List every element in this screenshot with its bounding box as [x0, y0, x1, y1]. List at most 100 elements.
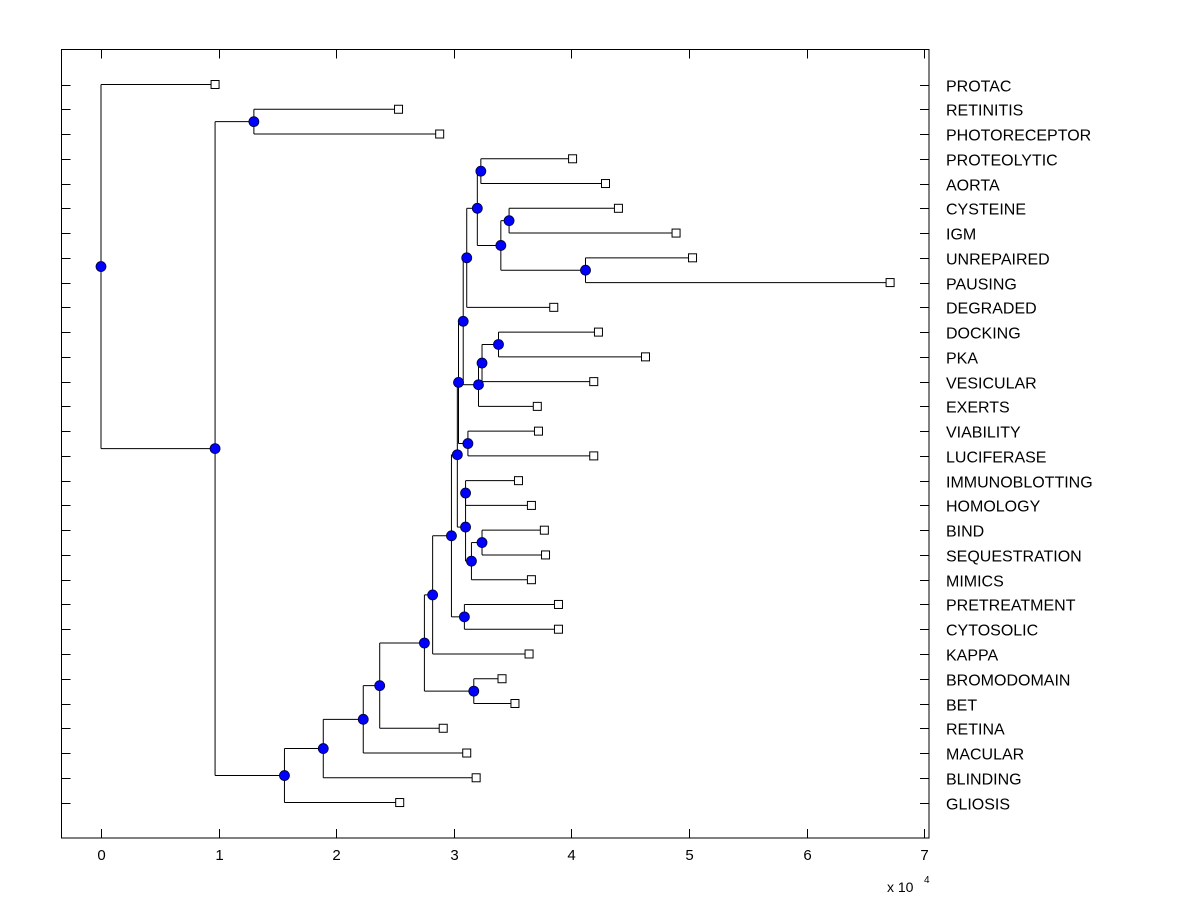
internal-node-marker	[475, 165, 487, 177]
internal-node-marker	[461, 252, 473, 264]
internal-node-marker	[209, 443, 221, 454]
leaf-label-photoreceptor: PHOTORECEPTOR	[946, 128, 1091, 145]
internal-node-marker	[493, 339, 504, 350]
internal-node-marker	[503, 215, 515, 227]
internal-node-marker	[458, 611, 470, 623]
internal-node-marker	[446, 530, 457, 542]
internal-node-marker	[460, 521, 471, 533]
x-multiplier-label: x 10	[887, 879, 914, 895]
leaf-label-pka: PKA	[946, 351, 978, 368]
leaf-marker-unrepaired	[688, 253, 698, 263]
leaf-marker-bromodomain	[497, 674, 507, 684]
leaf-label-kappa: KAPPA	[946, 648, 999, 665]
internal-node-marker	[473, 379, 484, 391]
leaf-marker-proteolytic	[568, 154, 578, 164]
x-tick-label: 4	[567, 847, 575, 864]
internal-node-marker	[476, 357, 488, 369]
leaf-label-immunoblotting: IMMUNOBLOTTING	[946, 475, 1093, 492]
leaf-marker-vesicular	[589, 377, 599, 387]
internal-node-marker	[248, 116, 260, 128]
leaf-marker-immunoblotting	[513, 476, 523, 486]
tick-layer	[61, 49, 929, 838]
leaf-label-protac: PROTAC	[946, 79, 1011, 96]
leaf-marker-pka	[640, 352, 650, 362]
leaf-label-docking: DOCKING	[946, 326, 1021, 343]
leaf-marker-viability	[533, 426, 543, 436]
leaf-label-gliosis: GLIOSIS	[946, 797, 1010, 814]
internal-node-marker	[476, 537, 488, 548]
internal-node-marker	[457, 315, 469, 327]
leaf-label-exerts: EXERTS	[946, 400, 1010, 417]
x-tick-label: 1	[215, 847, 223, 864]
leaf-marker-mimics	[526, 575, 536, 585]
leaf-label-bet: BET	[946, 698, 977, 715]
leaf-marker-protac	[210, 80, 220, 89]
leaf-label-viability: VIABILITY	[946, 425, 1021, 442]
internal-node-marker	[580, 264, 591, 276]
internal-node-marker	[460, 487, 471, 499]
leaf-label-luciferase: LUCIFERASE	[946, 450, 1046, 467]
leaf-label-retinitis: RETINITIS	[946, 103, 1023, 120]
internal-node-marker	[466, 555, 477, 567]
leaf-label-macular: MACULAR	[946, 747, 1024, 764]
leaf-marker-igm	[671, 228, 681, 238]
leaf-label-homology: HOMOLOGY	[946, 499, 1041, 516]
internal-node-marker	[357, 713, 369, 725]
leaf-marker-homology	[526, 500, 536, 510]
leaf-label-bind: BIND	[946, 524, 984, 541]
internal-node-marker	[279, 770, 290, 781]
axes-frame	[61, 49, 930, 839]
leaf-marker-retina	[438, 723, 448, 733]
leaf-label-mimics: MIMICS	[946, 574, 1004, 591]
leaf-marker-sequestration	[541, 550, 551, 560]
leaf-marker-retinitis	[394, 104, 404, 114]
leaf-label-vesicular: VESICULAR	[946, 376, 1037, 393]
leaf-marker-macular	[462, 748, 472, 758]
tree-layer	[95, 80, 895, 808]
internal-node-marker	[427, 589, 439, 601]
leaf-label-retina: RETINA	[946, 722, 1005, 739]
leaf-marker-docking	[593, 327, 603, 337]
node-markers	[95, 80, 895, 808]
leaf-marker-pausing	[885, 278, 895, 288]
leaf-marker-pretreatment	[553, 599, 563, 609]
leaf-marker-degraded	[549, 302, 559, 312]
internal-node-marker	[317, 743, 329, 754]
internal-node-marker	[95, 261, 107, 272]
internal-node-marker	[462, 438, 474, 449]
leaf-label-cytosolic: CYTOSOLIC	[946, 623, 1038, 640]
leaf-marker-luciferase	[589, 451, 599, 461]
leaf-label-unrepaired: UNREPAIRED	[946, 252, 1050, 269]
leaf-label-igm: IGM	[946, 227, 976, 244]
x-tick-labels: 0 1 2 3 4 5 6 7	[97, 847, 928, 864]
leaf-marker-exerts	[532, 401, 542, 411]
x-tick-label: 2	[332, 847, 340, 864]
internal-node-marker	[453, 376, 464, 388]
internal-node-marker	[468, 685, 480, 697]
leaf-label-bromodomain: BROMODOMAIN	[946, 673, 1070, 690]
x-tick-label: 5	[685, 847, 693, 864]
leaf-label-cysteine: CYSTEINE	[946, 202, 1026, 219]
leaf-label-proteolytic: PROTEOLYTIC	[946, 153, 1058, 170]
internal-node-marker	[374, 680, 386, 692]
x-tick-label: 3	[450, 847, 458, 864]
x-tick-label: 0	[97, 847, 105, 864]
leaf-marker-bind	[539, 525, 549, 535]
x-multiplier-exponent: 4	[924, 875, 930, 886]
leaf-marker-aorta	[601, 179, 611, 189]
leaf-marker-photoreceptor	[435, 129, 445, 139]
leaf-marker-cytosolic	[553, 624, 563, 634]
leaf-marker-cysteine	[613, 203, 623, 213]
leaf-labels: PROTAC RETINITIS PHOTORECEPTOR PROTEOLYTIC A…	[946, 79, 1093, 814]
leaf-marker-kappa	[524, 649, 534, 659]
internal-node-marker	[471, 202, 483, 214]
leaf-label-pretreatment: PRETREATMENT	[946, 598, 1076, 615]
leaf-marker-blinding	[471, 773, 481, 783]
leaf-marker-gliosis	[395, 798, 405, 808]
internal-node-marker	[418, 637, 430, 649]
leaf-label-blinding: BLINDING	[946, 772, 1022, 789]
x-tick-label: 6	[803, 847, 811, 864]
leaf-marker-bet	[510, 699, 520, 708]
x-multiplier-base: x 10	[887, 879, 914, 895]
